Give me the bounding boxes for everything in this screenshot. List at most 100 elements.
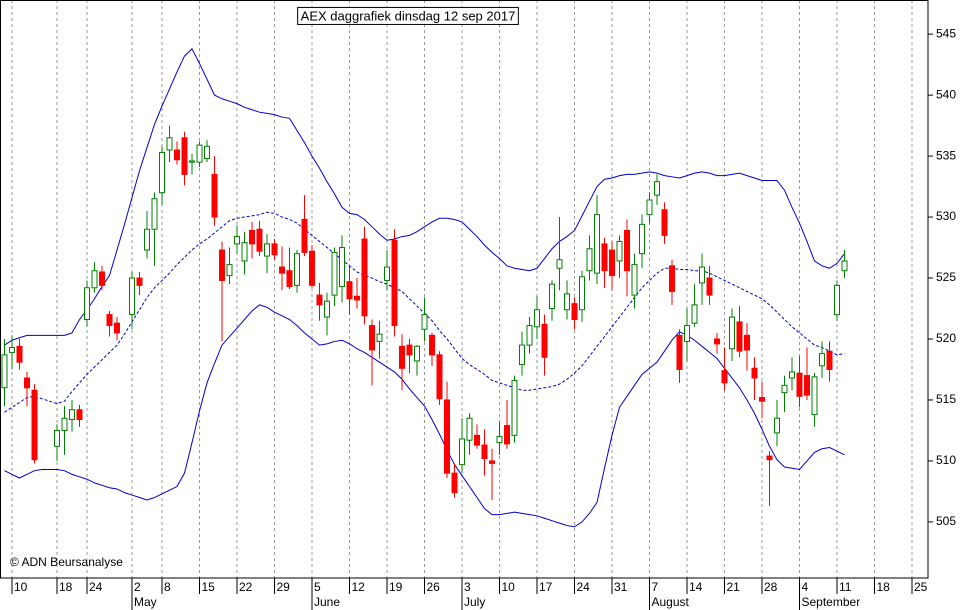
candle-body-up bbox=[69, 409, 75, 420]
candle-body-up bbox=[189, 160, 195, 163]
candle-body-up bbox=[166, 137, 173, 151]
candle-body-up bbox=[564, 293, 570, 311]
candle-body-up bbox=[9, 347, 15, 353]
candle-body-down bbox=[136, 277, 143, 286]
candle-body-up bbox=[519, 344, 525, 366]
candle-body-up bbox=[654, 181, 660, 196]
candle-body-down bbox=[256, 228, 263, 252]
candle-body-down bbox=[316, 294, 323, 306]
candle-body-up bbox=[54, 429, 60, 447]
candle-body-up bbox=[841, 260, 848, 272]
candle-body-down bbox=[436, 354, 443, 400]
candle-body-up bbox=[496, 436, 503, 444]
month-label: June bbox=[314, 595, 340, 609]
candle-body-up bbox=[294, 253, 300, 286]
candle-body-down bbox=[451, 472, 458, 494]
candle-body-down bbox=[661, 209, 668, 236]
candle-body-down bbox=[249, 229, 255, 245]
candle-body-down bbox=[429, 334, 435, 356]
candle-body-down bbox=[669, 265, 675, 292]
candle-body-down bbox=[489, 460, 495, 464]
candle-body-up bbox=[646, 199, 653, 216]
candle-body-up bbox=[781, 384, 788, 394]
x-tick-label: 19 bbox=[389, 580, 403, 594]
grid-layer bbox=[11, 0, 913, 578]
candle-body-up bbox=[699, 266, 705, 284]
candle-body-up bbox=[339, 247, 345, 288]
month-label: May bbox=[134, 595, 157, 609]
x-tick-label: 18 bbox=[59, 580, 73, 594]
candle-body-up bbox=[579, 276, 585, 311]
candle-body-down bbox=[369, 325, 375, 351]
candle-body-down bbox=[76, 409, 83, 420]
candle-body-down bbox=[541, 323, 548, 358]
y-tick-label: 520 bbox=[936, 331, 956, 345]
candle-body-down bbox=[804, 375, 810, 396]
y-tick-label: 505 bbox=[936, 514, 956, 528]
title-box bbox=[297, 6, 519, 25]
candle-body-up bbox=[691, 304, 698, 324]
candle-body-up bbox=[811, 376, 818, 416]
candle-body-up bbox=[616, 240, 623, 262]
candle-body-up bbox=[91, 270, 98, 289]
band-lower bbox=[4, 304, 845, 528]
candle-body-down bbox=[99, 271, 105, 286]
candle-body-down bbox=[271, 243, 278, 256]
candle-body-down bbox=[706, 277, 713, 296]
candle-body-down bbox=[759, 397, 765, 402]
candle-body-down bbox=[219, 249, 225, 281]
candle-body-up bbox=[819, 353, 825, 367]
candle-body-down bbox=[354, 295, 360, 301]
candle-body-up bbox=[774, 417, 780, 434]
candle-body-up bbox=[631, 264, 638, 296]
y-tick-label: 515 bbox=[936, 392, 956, 406]
candle-body-up bbox=[159, 151, 165, 194]
candle-body-up bbox=[534, 309, 540, 328]
candle-body-up bbox=[549, 283, 555, 310]
copyright-annotation: © ADN Beursanalyse bbox=[10, 555, 123, 569]
candle-body-down bbox=[714, 338, 720, 345]
candle-body-up bbox=[414, 345, 420, 362]
candle-body-up bbox=[241, 242, 248, 262]
candle-body-up bbox=[684, 325, 690, 342]
month-label: September bbox=[802, 595, 861, 609]
candle-body-down bbox=[571, 303, 578, 320]
candle-body-up bbox=[196, 144, 203, 163]
x-tick-label: 29 bbox=[277, 580, 291, 594]
candle-body-up bbox=[331, 251, 338, 296]
candle-body-up bbox=[834, 284, 840, 316]
candle-body-down bbox=[474, 434, 480, 446]
plot-frame bbox=[0, 0, 929, 579]
candle-body-up bbox=[376, 333, 383, 342]
y-tick-label: 535 bbox=[936, 148, 956, 162]
x-tick-label: 7 bbox=[652, 580, 659, 594]
candle-body-down bbox=[444, 399, 450, 474]
x-tick-label: 22 bbox=[239, 580, 253, 594]
candle-body-up bbox=[264, 243, 270, 257]
candle-body-down bbox=[721, 370, 728, 384]
candle-body-down bbox=[361, 238, 368, 317]
candle-body-up bbox=[639, 223, 645, 255]
candle-body-up bbox=[144, 228, 150, 251]
y-tick-label: 540 bbox=[936, 87, 956, 101]
x-tick-label: 8 bbox=[164, 580, 171, 594]
candle-body-down bbox=[736, 321, 743, 352]
candle-body-down bbox=[481, 444, 488, 459]
candle-body-up bbox=[789, 371, 795, 379]
candle-body-down bbox=[301, 218, 308, 253]
candle-body-down bbox=[676, 334, 683, 370]
y-tick-label: 530 bbox=[936, 209, 956, 223]
candle-body-up bbox=[226, 264, 233, 277]
candle-body-up bbox=[466, 417, 473, 441]
y-tick-label: 545 bbox=[936, 26, 956, 40]
x-tick-label: 5 bbox=[314, 580, 321, 594]
candle-body-up bbox=[459, 438, 465, 466]
x-tick-label: 10 bbox=[14, 580, 28, 594]
x-tick-label: 31 bbox=[614, 580, 628, 594]
candle-body-down bbox=[796, 372, 803, 397]
candle-body-up bbox=[234, 236, 240, 245]
